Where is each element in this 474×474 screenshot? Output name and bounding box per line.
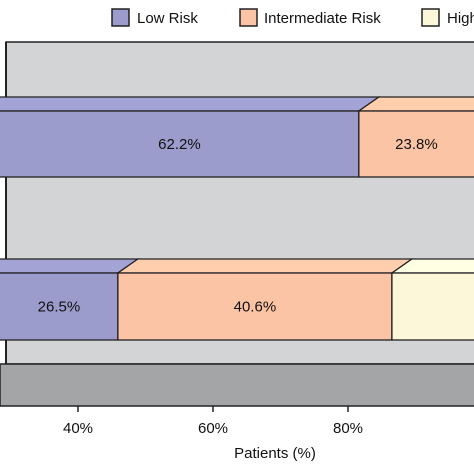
bar-label-low-risk-2: 26.5% [38, 299, 81, 316]
bar-low-risk-1 [0, 110, 360, 178]
x-tick-label-60: 60% [198, 420, 228, 437]
bar-label-intermediate-risk-2: 40.6% [234, 299, 277, 316]
legend-swatch-low-risk [111, 8, 130, 27]
bar-intermediate-risk-2 [117, 272, 393, 341]
legend: Low Risk Intermediate Risk High [111, 8, 474, 27]
bar-label-low-risk-1: 62.2% [158, 136, 201, 153]
bars-layer [0, 96, 474, 341]
legend-swatch-high-risk [421, 8, 440, 27]
legend-swatch-intermediate-risk [239, 8, 258, 27]
bar-top-high-risk-2 [389, 258, 474, 274]
legend-label-low-risk: Low Risk [137, 10, 198, 27]
bar-top-intermediate-risk-1 [356, 96, 474, 112]
x-axis: 20%40%60%80% [63, 406, 363, 437]
legend-label-high-risk: High [447, 10, 474, 27]
x-axis-title: Patients (%) [234, 445, 316, 462]
bar-top-low-risk-1 [0, 96, 381, 112]
bar-top-low-risk-2 [0, 258, 140, 274]
bar-top-intermediate-risk-2 [115, 258, 414, 274]
bar-labels-layer: 62.2% 23.8% 26.5% 40.6% [38, 136, 438, 316]
x-tick-label-80: 80% [333, 420, 363, 437]
chart-floor [0, 363, 474, 407]
bar-label-intermediate-risk-1: 23.8% [395, 136, 438, 153]
legend-label-intermediate-risk: Intermediate Risk [264, 10, 381, 27]
x-tick-label-40: 40% [63, 420, 93, 437]
bar-high-risk-2 [391, 272, 474, 341]
bar-intermediate-risk-1 [358, 110, 474, 178]
